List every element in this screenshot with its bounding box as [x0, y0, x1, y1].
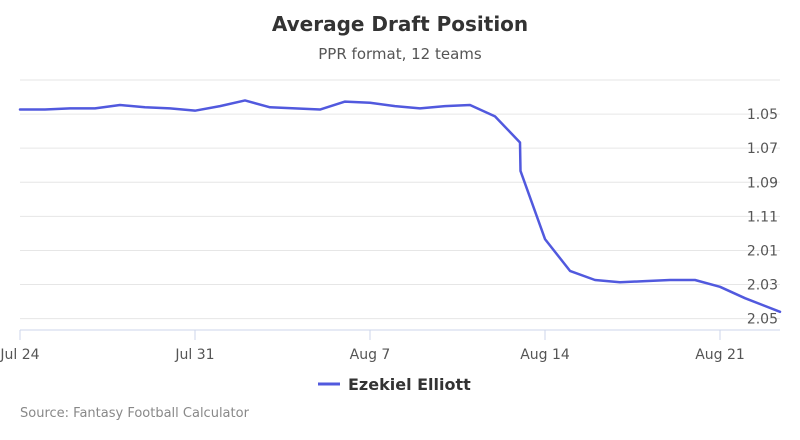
x-axis-ticks: Jul 24 Jul 31 Aug 7 Aug 14 Aug 21: [0, 330, 745, 363]
x-tick-label: Aug 21: [695, 347, 745, 363]
x-tick-label: Aug 14: [520, 347, 570, 363]
legend[interactable]: Ezekiel Elliott: [318, 375, 471, 394]
series-line-ezekiel-elliott[interactable]: [18, 99, 782, 314]
y-tick-label: 1.09: [747, 175, 778, 191]
y-gridlines: [20, 79, 780, 320]
y-tick-label: 1.07: [747, 141, 778, 157]
chart-subtitle: PPR format, 12 teams: [318, 45, 482, 63]
y-tick-label: 2.03: [747, 278, 778, 294]
y-tick-label: 2.01: [747, 243, 778, 259]
x-tick-label: Aug 7: [350, 347, 391, 363]
credits-text: Source: Fantasy Football Calculator: [20, 406, 250, 421]
legend-label[interactable]: Ezekiel Elliott: [348, 375, 471, 394]
y-tick-label: 1.05: [747, 107, 778, 123]
y-axis-labels: 1.05 1.07 1.09 1.11 2.01 2.03 2.05: [747, 107, 778, 328]
series-group: [18, 99, 782, 314]
y-tick-label: 2.05: [747, 312, 778, 328]
x-tick-label: Jul 24: [0, 347, 40, 363]
x-tick-label: Jul 31: [174, 347, 214, 363]
y-tick-label: 1.11: [747, 209, 778, 225]
chart-title: Average Draft Position: [272, 12, 528, 36]
